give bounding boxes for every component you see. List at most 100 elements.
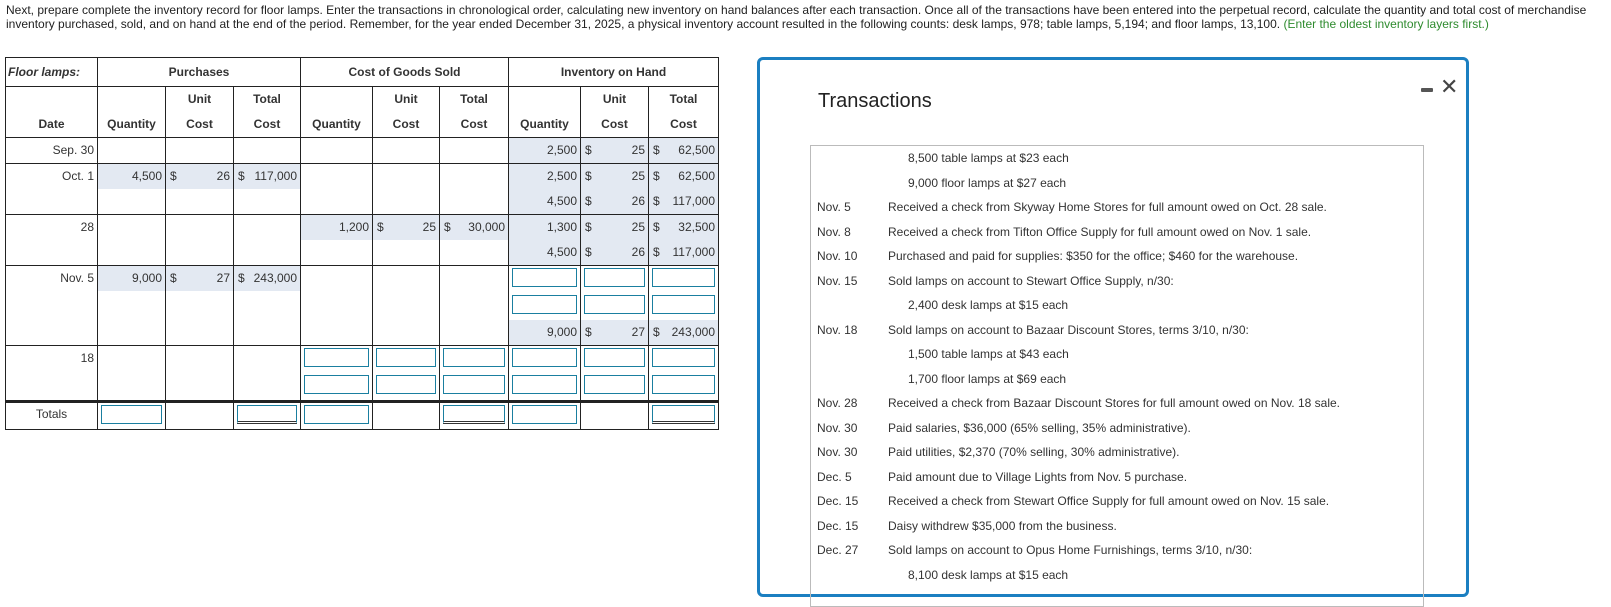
inventory-total-t-input[interactable]	[652, 405, 715, 424]
inventory-q-value: 2,500	[509, 164, 580, 189]
date-label: Sep. 30	[52, 143, 94, 157]
purchases-q-text: 9,000	[131, 271, 162, 285]
transactions-dialog: Transactions ✕ 8,500 table lamps at $23 …	[757, 57, 1469, 607]
inventory-q-cell: 1,300 4,500	[508, 214, 581, 266]
cogs-t-cell: $30,000	[439, 214, 509, 266]
currency-symbol: $	[444, 220, 451, 234]
transactions-list[interactable]: 8,500 table lamps at $23 each 9,000 floor…	[810, 145, 1424, 607]
inventory-t-input[interactable]	[652, 268, 715, 287]
transaction-date: Nov. 15	[817, 273, 858, 288]
column-header-line2: Quantity	[107, 117, 156, 131]
empty-line	[166, 138, 233, 163]
inventory-u-input[interactable]	[584, 268, 645, 287]
cogs-u-input[interactable]	[376, 348, 436, 367]
purchases-total-q-input[interactable]	[101, 405, 162, 424]
column-header-line2: Quantity	[312, 117, 361, 131]
inventory-record-table: Floor lamps: Purchases Cost of Goods Sold I…	[5, 57, 719, 430]
inventory-t-input[interactable]	[652, 295, 715, 314]
purchases-total-t-input[interactable]	[237, 405, 297, 424]
inventory-t-input[interactable]	[652, 348, 715, 367]
column-header: Total Cost	[233, 86, 301, 138]
inventory-t-cell: $62,500	[648, 137, 719, 164]
transaction-item: Nov. 8 Received a check from Tifton Offic…	[811, 220, 1423, 245]
close-icon[interactable]: ✕	[1440, 74, 1459, 99]
totals-cell: Totals	[5, 400, 98, 430]
input-line	[301, 375, 372, 400]
inventory-q-input[interactable]	[512, 375, 577, 394]
column-header-line2: Cost	[601, 117, 628, 131]
inventory-total-q-input[interactable]	[512, 405, 577, 424]
inventory-q-input[interactable]	[512, 348, 577, 367]
inventory-q-input[interactable]	[512, 295, 577, 314]
empty-line	[166, 371, 233, 396]
cogs-t-cell	[439, 163, 509, 215]
inventory-q-value: 2,500	[509, 138, 580, 163]
column-header-line2: Cost	[392, 117, 420, 131]
input-line	[581, 268, 648, 293]
empty-line	[440, 164, 508, 189]
cogs-total-t-input[interactable]	[443, 405, 505, 424]
inventory-t-cell: $62,500 $117,000	[648, 163, 719, 215]
date-cell: Oct. 1	[5, 163, 98, 215]
inventory-u-input[interactable]	[584, 295, 645, 314]
transaction-text: Sold lamps on account to Stewart Office …	[888, 273, 1174, 288]
column-header: Total Cost	[648, 86, 719, 138]
purchases-u-cell: $26	[165, 163, 234, 215]
transaction-item: Dec. 15 Daisy withdrew $35,000 from the b…	[811, 514, 1423, 539]
transaction-text: Received a check from Stewart Office Sup…	[888, 494, 1330, 508]
inventory-q-text: 9,000	[546, 325, 577, 339]
transaction-item: Dec. 5 Paid amount due to Village Lights …	[811, 465, 1423, 490]
table-title: Floor lamps:	[5, 57, 98, 87]
transaction-date: Dec. 15	[817, 518, 859, 533]
purchases-t-value: $243,000	[234, 266, 300, 291]
table-row: 28 1,200 $25 $30,000 1,300 4,500 $25 $26 $32,500…	[5, 214, 719, 266]
inventory-t-text: 62,500	[678, 169, 715, 183]
cogs-q-input[interactable]	[304, 348, 369, 367]
inventory-u-text: 25	[631, 220, 645, 234]
totals-label: Totals	[35, 407, 68, 421]
inventory-u-input[interactable]	[584, 348, 645, 367]
transaction-item: Nov. 28 Received a check from Bazaar Disc…	[811, 391, 1423, 416]
transaction-text: 9,000 floor lamps at $27 each	[908, 175, 1067, 190]
currency-symbol: $	[170, 169, 177, 183]
inventory-t-value: $62,500	[649, 164, 718, 189]
cogs-t-input[interactable]	[443, 375, 505, 394]
empty-line	[301, 138, 372, 163]
inventory-t-input[interactable]	[652, 375, 715, 394]
group-header: Cost of Goods Sold	[300, 57, 509, 87]
empty-line	[373, 266, 439, 291]
cogs-u-cell	[372, 265, 440, 346]
empty-line	[98, 240, 165, 265]
transaction-date: Nov. 10	[817, 249, 858, 263]
transaction-date: Nov. 18	[817, 322, 858, 337]
cogs-t-input[interactable]	[443, 348, 505, 367]
column-header-line1	[98, 87, 165, 112]
empty-line	[440, 266, 508, 291]
cogs-total-q-input[interactable]	[304, 405, 369, 424]
cogs-u-input[interactable]	[376, 375, 436, 394]
inventory-total-q-cell	[508, 400, 581, 430]
transaction-text: Received a check from Tifton Office Supp…	[888, 224, 1312, 239]
inventory-q-text: 2,500	[546, 169, 577, 183]
transaction-text: Received a check from Skyway Home Stores…	[888, 200, 1327, 214]
purchases-u-value: $26	[166, 164, 233, 189]
column-header-line1: Unit	[394, 92, 418, 106]
inventory-u-value: $27	[581, 320, 648, 345]
transaction-text: Purchased and paid for supplies: $350 fo…	[888, 249, 1299, 263]
cogs-q-input[interactable]	[304, 375, 369, 394]
transaction-item: Nov. 30 Paid salaries, $36,000 (65% selli…	[811, 416, 1423, 441]
column-header: Quantity	[300, 86, 373, 138]
inventory-q-text: 4,500	[546, 245, 577, 259]
minimize-icon[interactable]	[1421, 88, 1433, 92]
inventory-u-input[interactable]	[584, 375, 645, 394]
transaction-text: Sold lamps on account to Bazaar Discount…	[888, 322, 1249, 337]
date-header-label: Date	[38, 117, 65, 131]
inventory-q-input[interactable]	[512, 268, 577, 287]
input-line	[649, 348, 718, 373]
empty-line	[373, 291, 439, 316]
empty-line	[301, 164, 372, 189]
transaction-item: 2,400 desk lamps at $15 each	[811, 293, 1423, 318]
cogs-q-cell	[300, 163, 373, 215]
purchases-u-cell	[165, 214, 234, 266]
dialog-title: Transactions	[818, 90, 932, 112]
